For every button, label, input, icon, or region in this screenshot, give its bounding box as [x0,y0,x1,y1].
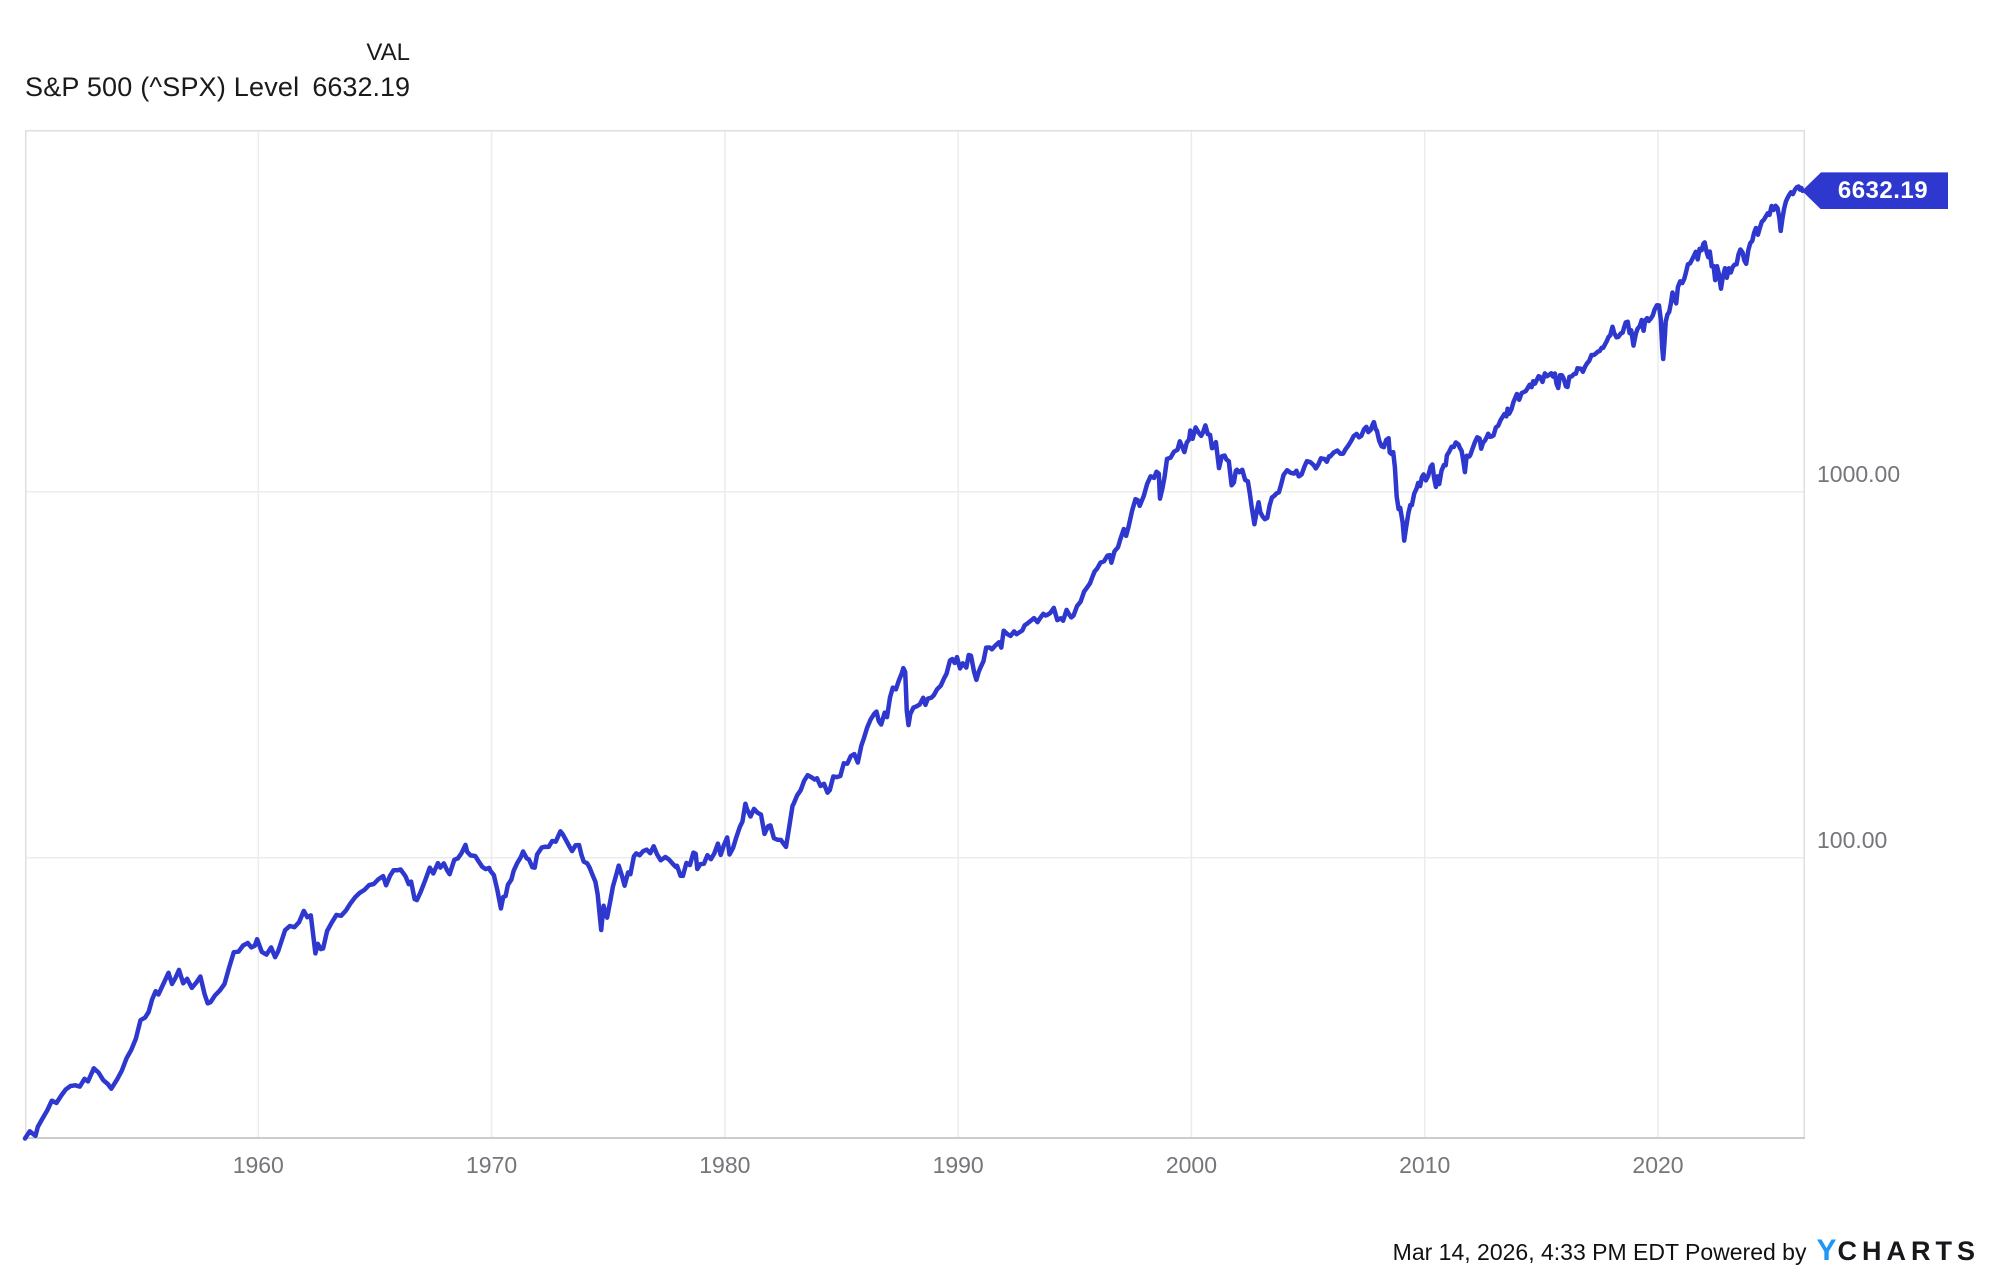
chart-plot-area: 1960 1970 1980 1990 2000 2010 2020 1000.00 100.… [22,130,1948,1178]
timestamp: Mar 14, 2026, 4:33 PM EDT [1392,1239,1686,1265]
x-axis-tick-label: 1990 [932,1152,984,1178]
x-axis-tick-label: 2000 [1165,1152,1218,1178]
x-axis-tick-label: 1960 [232,1152,284,1178]
last-value-tag: 6632.19 [1802,172,1948,210]
x-axis-tick-label: 1970 [465,1152,518,1178]
line-chart-canvas[interactable] [22,130,1805,1141]
legend-val-value: 6632.19 [312,72,410,102]
chart-title: S&P 500 (^SPX) Level [25,72,300,102]
ycharts-logo-y: Y [1816,1234,1838,1267]
ycharts-logo-charts: CHARTS [1837,1236,1980,1266]
legend-val-column-header: VAL [366,39,410,66]
x-axis-tick-label: 2020 [1632,1152,1684,1178]
y-axis-tick-label: 100.00 [1817,826,1888,853]
powered-by-label: Powered by [1685,1239,1807,1265]
y-axis-tick-label: 1000.00 [1817,460,1901,487]
x-axis-tick-label: 1980 [699,1152,751,1178]
footer: Mar 14, 2026, 4:33 PM EDT Powered by Y C… [1393,1234,1980,1268]
ycharts-logo: Y CHARTS [1816,1234,1980,1268]
x-axis-tick-label: 2010 [1399,1152,1451,1178]
